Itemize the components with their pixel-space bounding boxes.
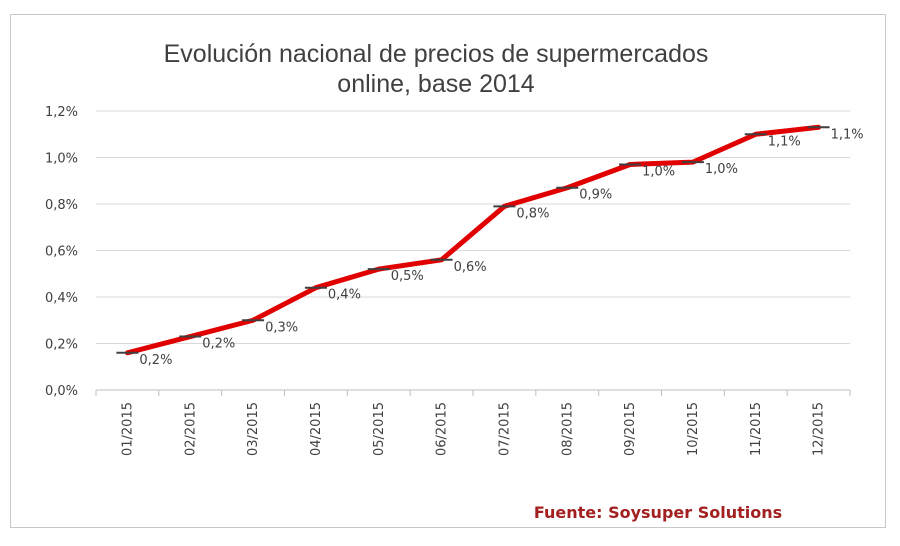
data-label: 1,1% [768,134,801,149]
y-axis: 0,0% 0,2% 0,4% 0,6% 0,8% 1,0% 1,2% [45,105,78,399]
data-label: 1,0% [642,164,675,179]
y-tick-label: 0,8% [45,198,78,213]
y-tick-label: 1,0% [45,152,78,167]
y-tick-label: 0,6% [45,245,78,260]
data-labels: 0,2% 0,2% 0,3% 0,4% 0,5% 0,6% 0,8% 0,9% 1,0% 1,0%… [139,127,863,368]
x-tick-label: 06/2015 [435,402,450,456]
data-label: 0,3% [265,320,298,335]
data-label: 1,1% [831,127,864,142]
x-axis: 01/2015 02/2015 03/2015 04/2015 05/2015 06/20… [95,389,851,456]
x-tick-label: 03/2015 [246,402,261,456]
source-note: Fuente: Soysuper Solutions [534,503,782,522]
data-label: 0,4% [328,288,361,303]
series-line-group [124,124,822,356]
x-tick-label: 08/2015 [560,402,575,456]
x-tick-label: 10/2015 [686,402,701,456]
data-label: 0,9% [579,188,612,203]
chart-title-line-1: Evolución nacional de precios de superme… [164,40,709,68]
data-label: 0,5% [391,269,424,284]
x-tick-label: 09/2015 [623,402,638,456]
gridlines [96,110,850,344]
y-tick-label: 1,2% [45,105,78,120]
y-tick-label: 0,4% [45,291,78,306]
x-tick-label: 01/2015 [120,402,135,456]
data-label: 0,8% [516,206,549,221]
y-tick-label: 0,2% [45,338,78,353]
x-tick-label: 07/2015 [497,402,512,456]
x-tick-label: 04/2015 [309,402,324,456]
data-label: 0,6% [454,260,487,275]
chart-title-line-2: online, base 2014 [337,70,534,98]
x-tick-label: 05/2015 [372,402,387,456]
chart-frame [10,14,886,528]
x-tick-label: 02/2015 [183,402,198,456]
data-label: 1,0% [705,162,738,177]
data-label: 0,2% [139,353,172,368]
x-tick-label: 11/2015 [749,402,764,456]
data-markers [116,126,830,354]
x-tick-label: 12/2015 [812,402,827,456]
data-label: 0,2% [202,337,235,352]
y-tick-label: 0,0% [45,384,78,399]
series-line [124,124,822,356]
